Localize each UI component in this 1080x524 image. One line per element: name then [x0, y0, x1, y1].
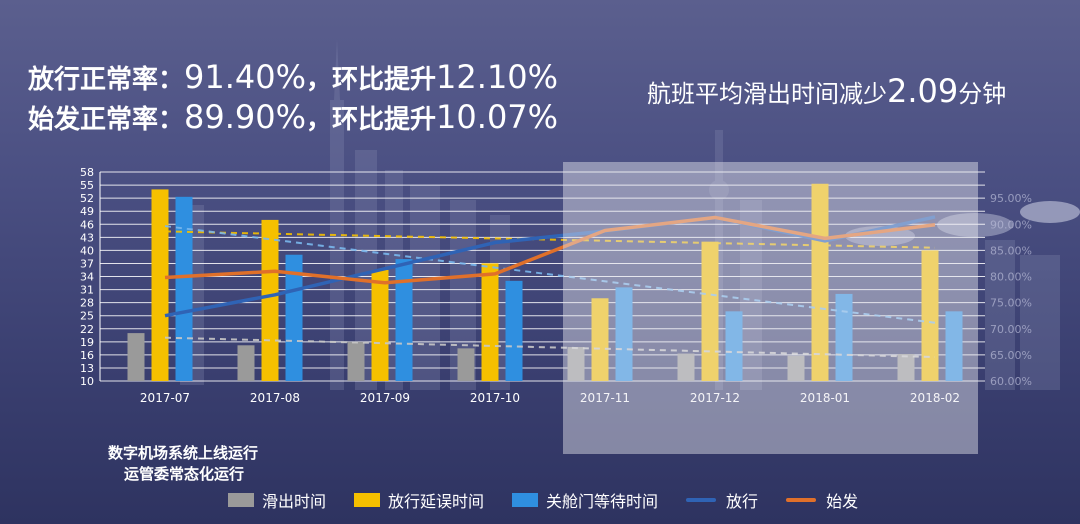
taxi-time-prefix: 航班平均滑出时间减少: [647, 80, 887, 108]
x-tick-label: 2017-10: [470, 391, 520, 405]
origin-rate-sep: ，环比提升: [306, 105, 437, 135]
bar-door-wait: [175, 196, 193, 381]
x-tick-label: 2017-08: [250, 391, 300, 405]
y-tick-label: 49: [80, 205, 94, 218]
taxi-time-suffix: 分钟: [958, 80, 1007, 108]
legend-swatch-release-rate: [686, 498, 717, 502]
y2-tick-label: 90.00%: [990, 218, 1032, 231]
bar-door-wait: [395, 259, 413, 381]
trend-release-delay: [164, 230, 936, 249]
y2-tick-label: 75.00%: [990, 297, 1032, 310]
legend-item-release-delay: 放行延误时间: [354, 488, 484, 512]
bar-release-delay: [811, 183, 829, 381]
y-tick-label: 13: [80, 362, 94, 375]
trend-door-wait: [164, 225, 936, 324]
y2-tick-label: 95.00%: [990, 192, 1032, 205]
bar-taxi-out: [457, 348, 475, 381]
legend-label-taxi-out: 滑出时间: [262, 492, 327, 511]
release-rate-headline: 放行正常率：91.40%，环比提升12.10%: [28, 58, 558, 96]
origin-rate-label: 始发正常率：: [28, 105, 185, 135]
legend-swatch-door-wait: [512, 493, 539, 507]
x-tick-label: 2018-01: [800, 391, 850, 405]
taxi-time-headline: 航班平均滑出时间减少2.09分钟: [647, 72, 1006, 110]
legend-swatch-origin-rate: [786, 498, 817, 502]
bar-door-wait: [725, 311, 743, 381]
x-tick-label: 2017-11: [580, 391, 630, 405]
origin-rate-headline: 始发正常率：89.90%，环比提升10.07%: [28, 98, 558, 136]
y-tick-label: 16: [80, 349, 94, 362]
legend-label-release-delay: 放行延误时间: [388, 492, 485, 511]
bar-taxi-out: [127, 333, 145, 381]
bar-release-delay: [701, 241, 719, 381]
bar-release-delay: [371, 269, 389, 381]
y2-tick-label: 65.00%: [990, 349, 1032, 362]
trend-taxi-out: [164, 336, 936, 359]
release-rate-sep: ，环比提升: [306, 65, 437, 95]
release-rate-change: 12.10%: [436, 58, 559, 96]
bar-taxi-out: [787, 355, 805, 381]
x-tick-label: 2018-02: [910, 391, 960, 405]
bar-door-wait: [285, 254, 303, 381]
x-tick-label: 2017-09: [360, 391, 410, 405]
y-tick-label: 46: [80, 218, 94, 231]
legend-label-origin-rate: 始发: [826, 492, 859, 511]
y-tick-label: 43: [80, 231, 94, 244]
x-tick-label: 2017-07: [140, 391, 190, 405]
bar-door-wait: [945, 311, 963, 381]
y-tick-label: 31: [80, 284, 94, 297]
bar-release-delay: [151, 189, 169, 381]
taxi-time-value: 2.09: [887, 72, 959, 110]
release-rate-label: 放行正常率：: [28, 65, 185, 95]
origin-rate-value: 89.90%: [184, 98, 307, 136]
y-tick-label: 37: [80, 257, 94, 270]
y2-tick-label: 60.00%: [990, 375, 1032, 388]
y-tick-label: 55: [80, 179, 94, 192]
bar-release-delay: [481, 263, 499, 381]
bar-taxi-out: [237, 345, 255, 381]
y-tick-label: 40: [80, 244, 94, 257]
line-release-rate: [164, 215, 936, 318]
legend-label-door-wait: 关舱门等待时间: [546, 492, 659, 511]
bar-door-wait: [505, 280, 523, 381]
legend-item-origin-rate: 始发: [786, 488, 858, 512]
legend-swatch-taxi-out: [228, 493, 254, 507]
bar-door-wait: [835, 293, 853, 381]
bar-taxi-out: [347, 341, 365, 381]
legend-item-release-rate: 放行: [686, 488, 758, 512]
y-tick-label: 28: [80, 297, 94, 310]
y-tick-label: 19: [80, 336, 94, 349]
y-tick-label: 22: [80, 323, 94, 336]
y-tick-label: 58: [80, 166, 94, 179]
y-tick-label: 10: [80, 375, 94, 388]
x-tick-label: 2017-12: [690, 391, 740, 405]
y2-tick-label: 80.00%: [990, 271, 1032, 284]
bar-taxi-out: [897, 354, 915, 381]
bar-release-delay: [921, 250, 939, 381]
bar-taxi-out: [677, 353, 695, 381]
chart-legend: 滑出时间 放行延误时间 关舱门等待时间 放行 始发: [228, 488, 886, 512]
note-committee: 运管委常态化运行: [124, 465, 245, 483]
note-system-launch: 数字机场系统上线运行: [108, 444, 259, 462]
bar-release-delay: [591, 298, 609, 381]
notes: 数字机场系统上线运行 运管委常态化运行: [108, 443, 258, 485]
bar-door-wait: [615, 287, 633, 381]
legend-swatch-release-delay: [354, 493, 381, 507]
y-tick-label: 52: [80, 192, 94, 205]
release-rate-value: 91.40%: [184, 58, 307, 96]
y2-tick-label: 85.00%: [990, 244, 1032, 257]
y2-tick-label: 70.00%: [990, 323, 1032, 336]
bar-release-delay: [261, 219, 279, 381]
legend-item-taxi-out: 滑出时间: [228, 488, 326, 512]
line-origin-rate: [164, 215, 936, 285]
y-tick-label: 34: [80, 271, 94, 284]
bar-taxi-out: [567, 347, 585, 381]
y-tick-label: 25: [80, 310, 94, 323]
legend-label-release-rate: 放行: [726, 492, 759, 511]
origin-rate-change: 10.07%: [436, 98, 559, 136]
highlight-period-overlay: [563, 162, 978, 454]
legend-item-door-wait: 关舱门等待时间: [512, 488, 658, 512]
